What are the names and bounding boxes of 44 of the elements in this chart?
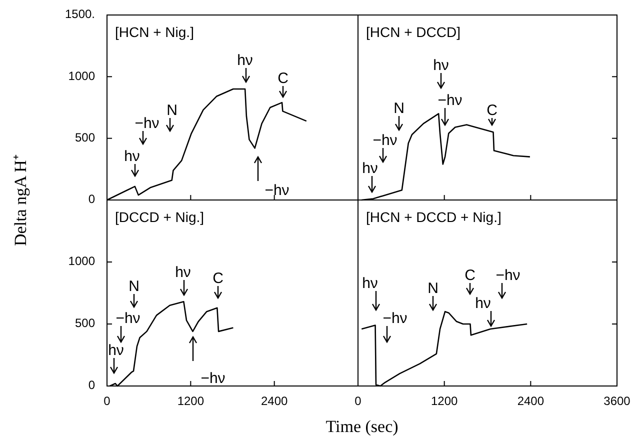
y-tick-label: 1500. bbox=[64, 7, 95, 22]
annotation: −hν bbox=[372, 132, 398, 149]
x-tick-label: 1200 bbox=[177, 394, 204, 408]
x-tick-label: 2400 bbox=[260, 394, 288, 408]
annotation: N bbox=[394, 100, 404, 117]
y-tick-label: 1000 bbox=[68, 68, 96, 83]
text: [DCCD + Nig.] bbox=[115, 209, 204, 225]
annotation: −hν bbox=[496, 267, 520, 284]
annotation: N bbox=[128, 278, 140, 295]
annotation: hν bbox=[362, 160, 378, 177]
annotation: −hν bbox=[116, 310, 140, 327]
annotation: hν bbox=[108, 342, 124, 359]
annotation: −hν bbox=[134, 115, 160, 132]
text: [HCN + Nig.] bbox=[115, 24, 194, 40]
y-tick-label: 500 bbox=[74, 130, 96, 145]
annotation: hν bbox=[433, 57, 449, 74]
text: [HCN + DCCD + Nig.] bbox=[366, 209, 502, 225]
annotation: hν bbox=[475, 295, 491, 312]
annotation: hν bbox=[124, 148, 140, 165]
y-tick-label: 1000 bbox=[68, 254, 96, 268]
annotation: hν bbox=[175, 264, 191, 281]
annotation: C bbox=[464, 267, 476, 284]
annotation: −hν bbox=[438, 92, 462, 109]
y-axis-title: Delta ngA H⁺ bbox=[11, 154, 30, 246]
y-tick-label: 0 bbox=[88, 378, 96, 392]
annotation: −hν bbox=[382, 310, 408, 327]
x-tick-label: 0 bbox=[354, 394, 362, 408]
annotation: C bbox=[486, 102, 498, 119]
annotation: −hν bbox=[200, 370, 226, 387]
annotation: hν bbox=[237, 52, 253, 69]
annotation: hν bbox=[362, 275, 378, 292]
x-axis-title: Time (sec) bbox=[326, 417, 398, 436]
annotation: N bbox=[428, 280, 438, 297]
annotation: N bbox=[166, 102, 178, 119]
annotation: C bbox=[212, 270, 224, 287]
annotation: C bbox=[278, 70, 289, 87]
y-tick-label: 500 bbox=[74, 316, 96, 330]
y-tick-label: 0 bbox=[88, 192, 96, 206]
x-tick-label: 2400 bbox=[517, 394, 544, 408]
annotation: −hν bbox=[264, 182, 290, 199]
x-tick-label: 1200 bbox=[430, 394, 458, 408]
x-tick-label: 0 bbox=[104, 394, 111, 408]
x-tick-label: 3600 bbox=[604, 394, 631, 408]
text: [HCN + DCCD] bbox=[366, 24, 461, 40]
